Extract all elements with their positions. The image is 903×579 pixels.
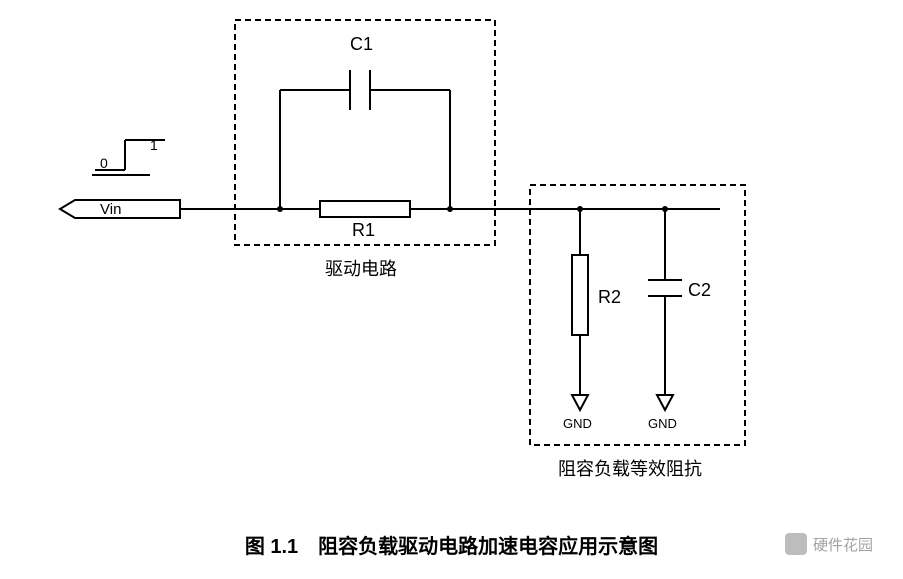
load-block-label: 阻容负载等效阻抗 bbox=[558, 459, 702, 479]
wires bbox=[180, 70, 720, 410]
step-low-label: 0 bbox=[100, 155, 108, 171]
c1-label: C1 bbox=[350, 34, 373, 54]
watermark: 硬件花园 bbox=[785, 533, 873, 555]
wechat-icon bbox=[785, 533, 807, 555]
gnd2-label: GND bbox=[648, 416, 677, 431]
driver-block-label: 驱动电路 bbox=[325, 259, 397, 279]
load-block-box bbox=[530, 185, 745, 445]
caption-text: 图 1.1 阻容负载驱动电路加速电容应用示意图 bbox=[245, 536, 658, 558]
c2-label: C2 bbox=[688, 280, 711, 300]
r2-label: R2 bbox=[598, 287, 621, 307]
gnd1-label: GND bbox=[563, 416, 592, 431]
figure-caption: 图 1.1 阻容负载驱动电路加速电容应用示意图 bbox=[0, 530, 903, 559]
vin-label: Vin bbox=[100, 201, 121, 218]
r1-label: R1 bbox=[352, 220, 375, 240]
circuit-diagram: 0 1 Vin bbox=[0, 0, 903, 500]
watermark-text: 硬件花园 bbox=[813, 534, 873, 555]
step-high-label: 1 bbox=[150, 137, 158, 153]
